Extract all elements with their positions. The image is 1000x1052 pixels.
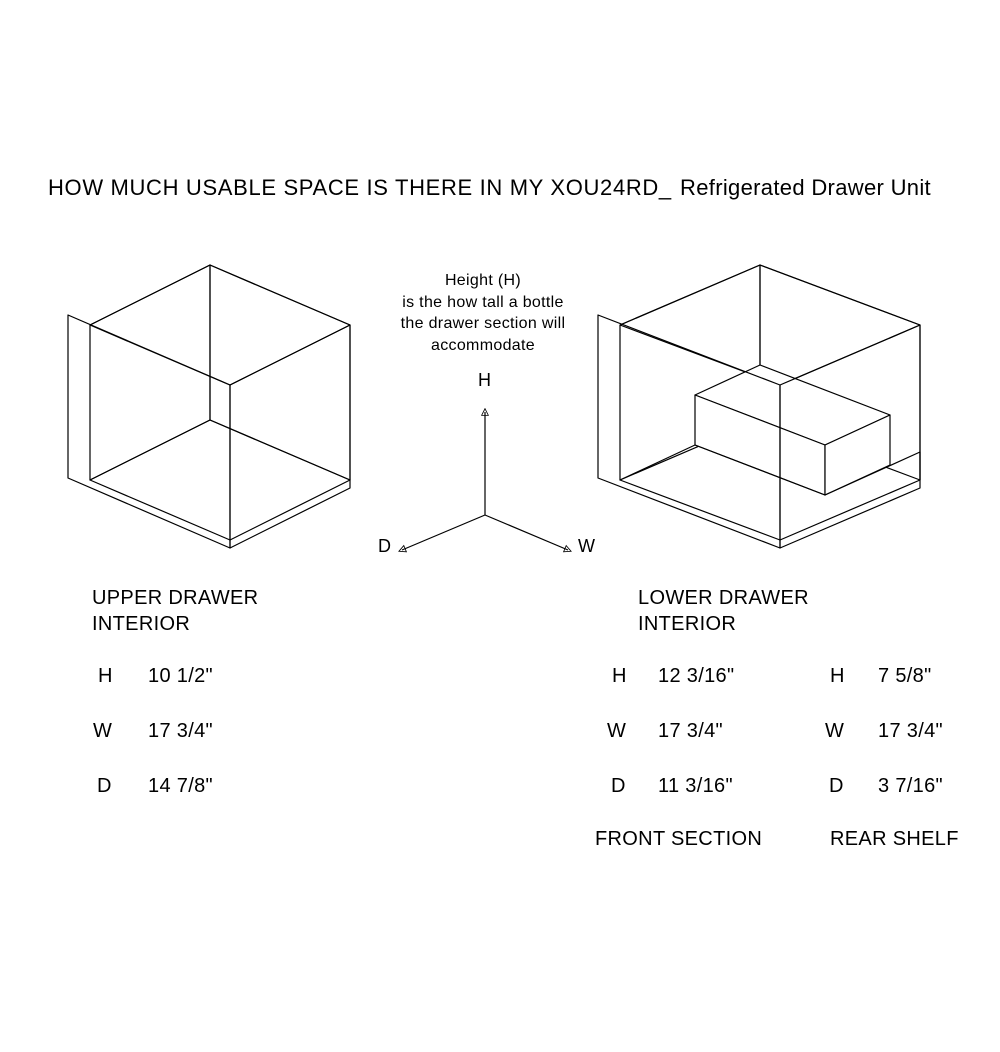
- lower-front-W-label: W: [607, 720, 626, 743]
- lower-front-H-value: 12 3/16": [658, 665, 734, 688]
- upper-W-value: 17 3/4": [148, 720, 213, 743]
- lower-drawer-title: LOWER DRAWER INTERIOR: [638, 585, 809, 637]
- upper-W-label: W: [93, 720, 112, 743]
- upper-drawer-title: UPPER DRAWER INTERIOR: [92, 585, 258, 637]
- height-note-line2: is the how tall a bottle: [378, 292, 588, 314]
- upper-drawer-illustration: [30, 220, 370, 550]
- lower-rear-D-label: D: [829, 775, 844, 798]
- upper-H-value: 10 1/2": [148, 665, 213, 688]
- upper-D-label: D: [97, 775, 112, 798]
- front-section-label: FRONT SECTION: [595, 828, 762, 851]
- lower-front-D-value: 11 3/16": [658, 775, 733, 798]
- lower-front-D-label: D: [611, 775, 626, 798]
- lower-front-H-label: H: [612, 665, 627, 688]
- axis-d-label: D: [378, 536, 391, 557]
- page: HOW MUCH USABLE SPACE IS THERE IN MY XOU…: [0, 0, 1000, 1052]
- lower-rear-W-value: 17 3/4": [878, 720, 943, 743]
- height-note-line4: accommodate: [378, 335, 588, 357]
- lower-drawer-title-line2: INTERIOR: [638, 611, 809, 637]
- height-note: Height (H) is the how tall a bottle the …: [378, 270, 588, 356]
- lower-rear-H-label: H: [830, 665, 845, 688]
- lower-rear-W-label: W: [825, 720, 844, 743]
- page-title-right: Refrigerated Drawer Unit: [680, 175, 931, 201]
- lower-rear-D-value: 3 7/16": [878, 775, 943, 798]
- lower-front-W-value: 17 3/4": [658, 720, 723, 743]
- upper-drawer-title-line2: INTERIOR: [92, 611, 258, 637]
- height-note-line1: Height (H): [378, 270, 588, 292]
- page-title-left: HOW MUCH USABLE SPACE IS THERE IN MY XOU…: [48, 175, 672, 201]
- axis-w-label: W: [578, 536, 595, 557]
- height-note-line3: the drawer section will: [378, 313, 588, 335]
- rear-shelf-label: REAR SHELF: [830, 828, 959, 851]
- lower-drawer-title-line1: LOWER DRAWER: [638, 585, 809, 611]
- upper-drawer-title-line1: UPPER DRAWER: [92, 585, 258, 611]
- axis-h-label: H: [478, 370, 491, 391]
- upper-H-label: H: [98, 665, 113, 688]
- axis-diagram: [370, 380, 600, 580]
- upper-D-value: 14 7/8": [148, 775, 213, 798]
- lower-drawer-illustration: [560, 220, 940, 550]
- lower-rear-H-value: 7 5/8": [878, 665, 932, 688]
